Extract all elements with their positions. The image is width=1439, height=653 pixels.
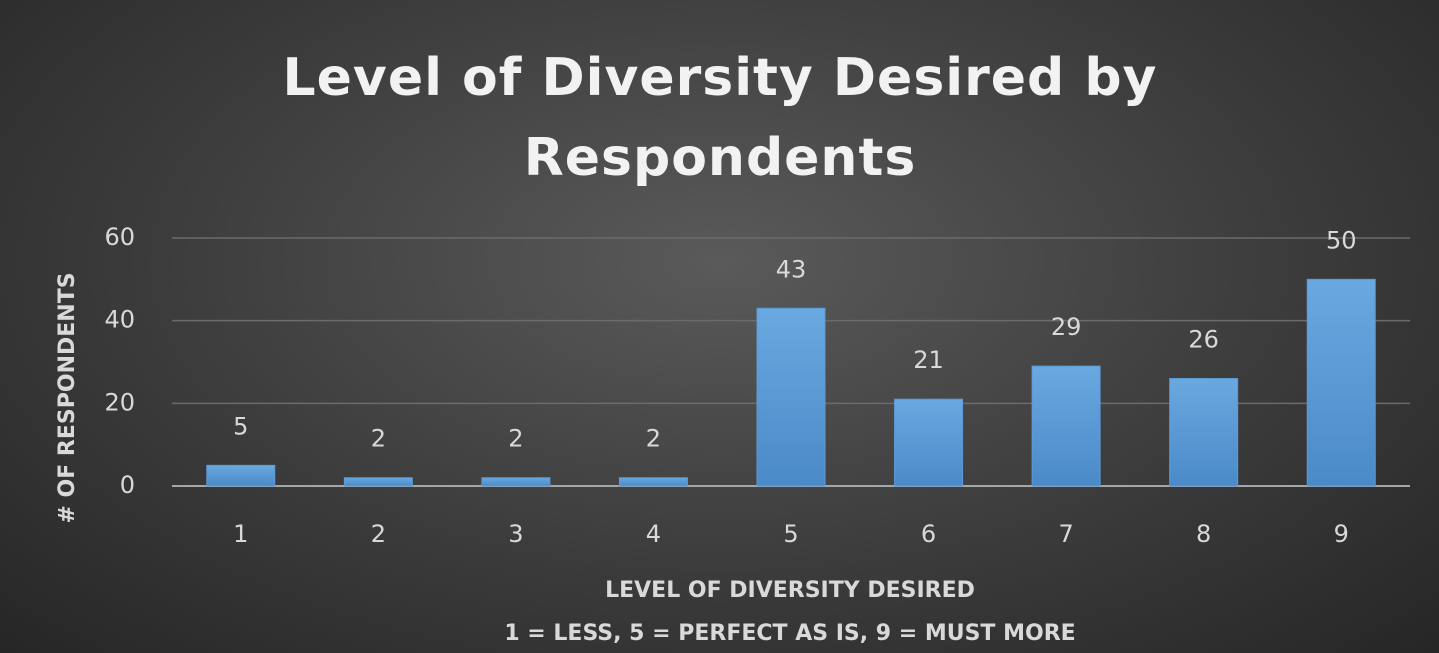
bar [1169,378,1239,487]
bar [481,477,551,487]
x-tick-label: 1 [233,520,248,548]
bar [618,477,688,487]
x-axis-label: LEVEL OF DIVERSITY DESIRED [605,578,975,603]
data-label: 2 [508,425,523,453]
x-tick-label: 8 [1196,520,1211,548]
bar [343,477,413,487]
x-tick-label: 4 [646,520,661,548]
data-label: 29 [1051,313,1082,341]
bar [206,464,276,487]
bar [1306,278,1376,487]
x-tick-label: 9 [1334,520,1349,548]
data-label: 5 [233,412,248,440]
x-tick-label: 5 [783,520,798,548]
data-label: 2 [371,425,386,453]
y-tick-label: 40 [104,306,135,334]
y-tick-label: 0 [120,471,135,499]
data-label: 21 [913,346,944,374]
y-axis-label: # OF RESPONDENTS [55,272,80,523]
data-label: 26 [1188,326,1219,354]
data-label: 50 [1326,226,1357,254]
y-tick-label: 60 [104,223,135,251]
x-tick-label: 7 [1058,520,1073,548]
bar [756,307,826,487]
data-label: 2 [646,425,661,453]
x-tick-label: 2 [371,520,386,548]
bar [1031,365,1101,487]
data-label: 43 [776,255,807,283]
y-tick-label: 20 [104,388,135,416]
x-tick-label: 3 [508,520,523,548]
x-axis-note: 1 = LESS, 5 = PERFECT AS IS, 9 = MUST MO… [504,621,1075,646]
bar [894,398,964,487]
chart-title: Level of Diversity Desired by Respondent… [282,48,1158,188]
x-tick-label: 6 [921,520,936,548]
